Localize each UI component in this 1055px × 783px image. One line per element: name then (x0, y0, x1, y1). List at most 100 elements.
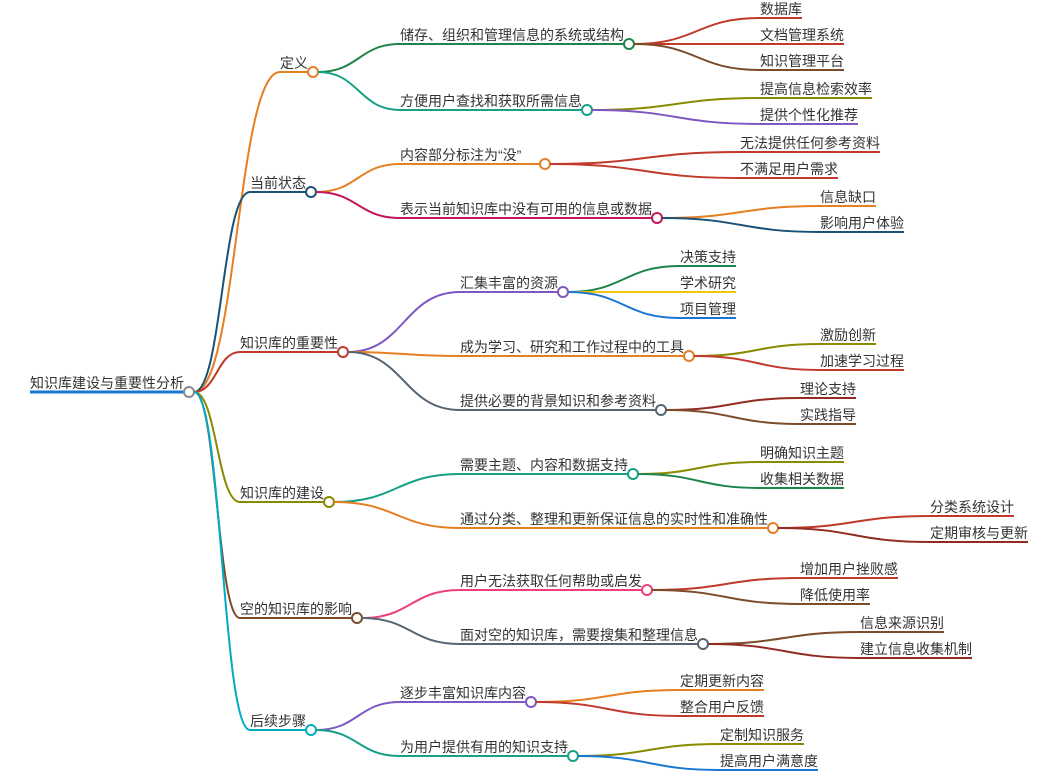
branch-b5-label: 空的知识库的影响 (240, 601, 352, 617)
edge (318, 44, 400, 72)
branch-b6-label: 后续步骤 (250, 713, 306, 729)
child-b1c2-label: 方便用户查找和获取所需信息 (400, 93, 582, 109)
edge (550, 152, 740, 164)
edge (194, 192, 250, 392)
leaf-b4c1-0: 明确知识主题 (638, 445, 844, 474)
leaf-b3c2-0: 激励创新 (694, 327, 876, 356)
edge (662, 218, 820, 232)
leaf-b3c1-0-label: 决策支持 (680, 249, 736, 265)
child-b6c1-label: 逐步丰富知识库内容 (400, 685, 526, 701)
edge (316, 730, 400, 756)
child-b1c1: 储存、组织和管理信息的系统或结构数据库文档管理系统知识管理平台 (318, 1, 844, 72)
child-b4c2: 通过分类、整理和更新保证信息的实时性和准确性分类系统设计定期审核与更新 (334, 499, 1028, 542)
edge (662, 206, 820, 218)
leaf-b2c2-0: 信息缺口 (662, 189, 876, 218)
edge (778, 528, 930, 542)
child-b4c1: 需要主题、内容和数据支持 明确知识主题收集相关数据 (334, 445, 844, 502)
child-b4c2-label-joint (768, 523, 778, 533)
edge (694, 356, 820, 370)
edge (316, 702, 400, 730)
edge (550, 164, 740, 178)
edge (652, 578, 800, 590)
child-b5c2: 面对空的知识库，需要搜集和整理信息 信息来源识别建立信息收集机制 (362, 615, 972, 658)
edge (334, 474, 460, 502)
child-b3c1: 汇集丰富的资源决策支持学术研究项目管理 (348, 249, 736, 352)
child-b6c2: 为用户提供有用的知识支持定制知识服务提高用户满意度 (316, 727, 818, 770)
child-b4c1-label: 需要主题、内容和数据支持 (460, 457, 628, 473)
branch-b3: 知识库的重要性汇集丰富的资源决策支持学术研究项目管理成为学习、研究和工作过程中的… (194, 249, 904, 424)
leaf-b6c1-0-label: 定期更新内容 (680, 673, 764, 689)
child-b2c2: 表示当前知识库中没有可用的信息或数据信息缺口影响用户体验 (316, 189, 904, 232)
leaf-b5c2-0-label: 信息来源识别 (860, 615, 944, 631)
child-b5c1: 用户无法获取任何帮助或启发增加用户挫败感降低使用率 (362, 561, 898, 618)
branch-b2-label-joint (306, 187, 316, 197)
edge (592, 98, 760, 110)
leaf-b3c2-0-label: 激励创新 (820, 327, 876, 343)
child-b2c2-label-joint (652, 213, 662, 223)
leaf-b2c1-0: 无法提供任何参考资料 (550, 135, 880, 164)
leaf-b2c1-1-label: 不满足用户需求 (740, 161, 838, 177)
branch-b1: 定义储存、组织和管理信息的系统或结构数据库文档管理系统知识管理平台方便用户查找和… (194, 1, 872, 392)
child-b5c1-label-joint (642, 585, 652, 595)
child-b3c2: 成为学习、研究和工作过程中的工具 激励创新加速学习过程 (348, 327, 904, 370)
edge (362, 618, 460, 644)
child-b5c2-label-joint (698, 639, 708, 649)
edge (634, 44, 760, 70)
child-b6c1: 逐步丰富知识库内容 定期更新内容整合用户反馈 (316, 673, 764, 730)
branch-b1-label-joint (308, 67, 318, 77)
branch-b3-label-joint (338, 347, 348, 357)
edge (708, 632, 860, 644)
child-b3c2-label: 成为学习、研究和工作过程中的工具 (460, 339, 684, 355)
edge (578, 744, 720, 756)
child-b3c2-label-joint (684, 351, 694, 361)
edge (694, 344, 820, 356)
leaf-b2c1-0-label: 无法提供任何参考资料 (740, 135, 880, 151)
edge (638, 474, 760, 488)
root-label: 知识库建设与重要性分析 (30, 375, 184, 391)
edge (316, 192, 400, 218)
leaf-b5c2-0: 信息来源识别 (708, 615, 944, 644)
edge (568, 266, 680, 292)
edge (652, 590, 800, 604)
child-b6c2-label: 为用户提供有用的知识支持 (400, 739, 568, 755)
child-b2c1-label: 内容部分标注为“没” (400, 147, 522, 163)
branch-b6-label-joint (306, 725, 316, 735)
leaf-b1c2-0: 提高信息检索效率 (592, 81, 872, 110)
leaf-b1c1-2: 知识管理平台 (634, 44, 844, 70)
leaf-b6c1-1-label: 整合用户反馈 (680, 699, 764, 715)
leaf-b1c1-0-label: 数据库 (760, 1, 802, 17)
edge (578, 756, 720, 770)
child-b2c1-label-joint (540, 159, 550, 169)
edge (348, 352, 460, 410)
edge (638, 462, 760, 474)
edge (666, 410, 800, 424)
edge (348, 292, 460, 352)
child-b3c3-label: 提供必要的背景知识和参考资料 (460, 393, 656, 409)
child-b3c3-label-joint (656, 405, 666, 415)
leaf-b4c1-0-label: 明确知识主题 (760, 445, 844, 461)
root-joint (184, 387, 194, 397)
leaf-b3c3-0-label: 理论支持 (800, 381, 856, 397)
leaf-b1c2-1-label: 提供个性化推荐 (760, 107, 858, 123)
leaf-b3c2-1-label: 加速学习过程 (820, 353, 904, 369)
child-b5c2-label: 面对空的知识库，需要搜集和整理信息 (460, 627, 698, 643)
child-b3c3: 提供必要的背景知识和参考资料理论支持实践指导 (348, 352, 856, 424)
leaf-b4c1-1-label: 收集相关数据 (760, 471, 844, 487)
branch-b1-label: 定义 (280, 55, 308, 71)
leaf-b4c2-0: 分类系统设计 (778, 499, 1014, 528)
child-b1c1-label: 储存、组织和管理信息的系统或结构 (400, 27, 624, 43)
edge (536, 702, 680, 716)
leaf-b2c2-1-label: 影响用户体验 (820, 215, 904, 231)
edge (316, 164, 400, 192)
edge (778, 516, 930, 528)
leaf-b6c2-1-label: 提高用户满意度 (720, 753, 818, 769)
mindmap-canvas: 知识库建设与重要性分析定义储存、组织和管理信息的系统或结构数据库文档管理系统知识… (0, 0, 1055, 783)
branch-b4-label-joint (324, 497, 334, 507)
leaf-b4c2-1-label: 定期审核与更新 (930, 525, 1028, 541)
child-b3c1-label: 汇集丰富的资源 (460, 275, 558, 291)
leaf-b6c1-0: 定期更新内容 (536, 673, 764, 702)
edge (362, 590, 460, 618)
leaf-b6c2-0: 定制知识服务 (578, 727, 804, 756)
branch-b4: 知识库的建设需要主题、内容和数据支持明确知识主题收集相关数据通过分类、整理和更新… (194, 392, 1028, 542)
leaf-b5c2-1-label: 建立信息收集机制 (860, 641, 972, 657)
